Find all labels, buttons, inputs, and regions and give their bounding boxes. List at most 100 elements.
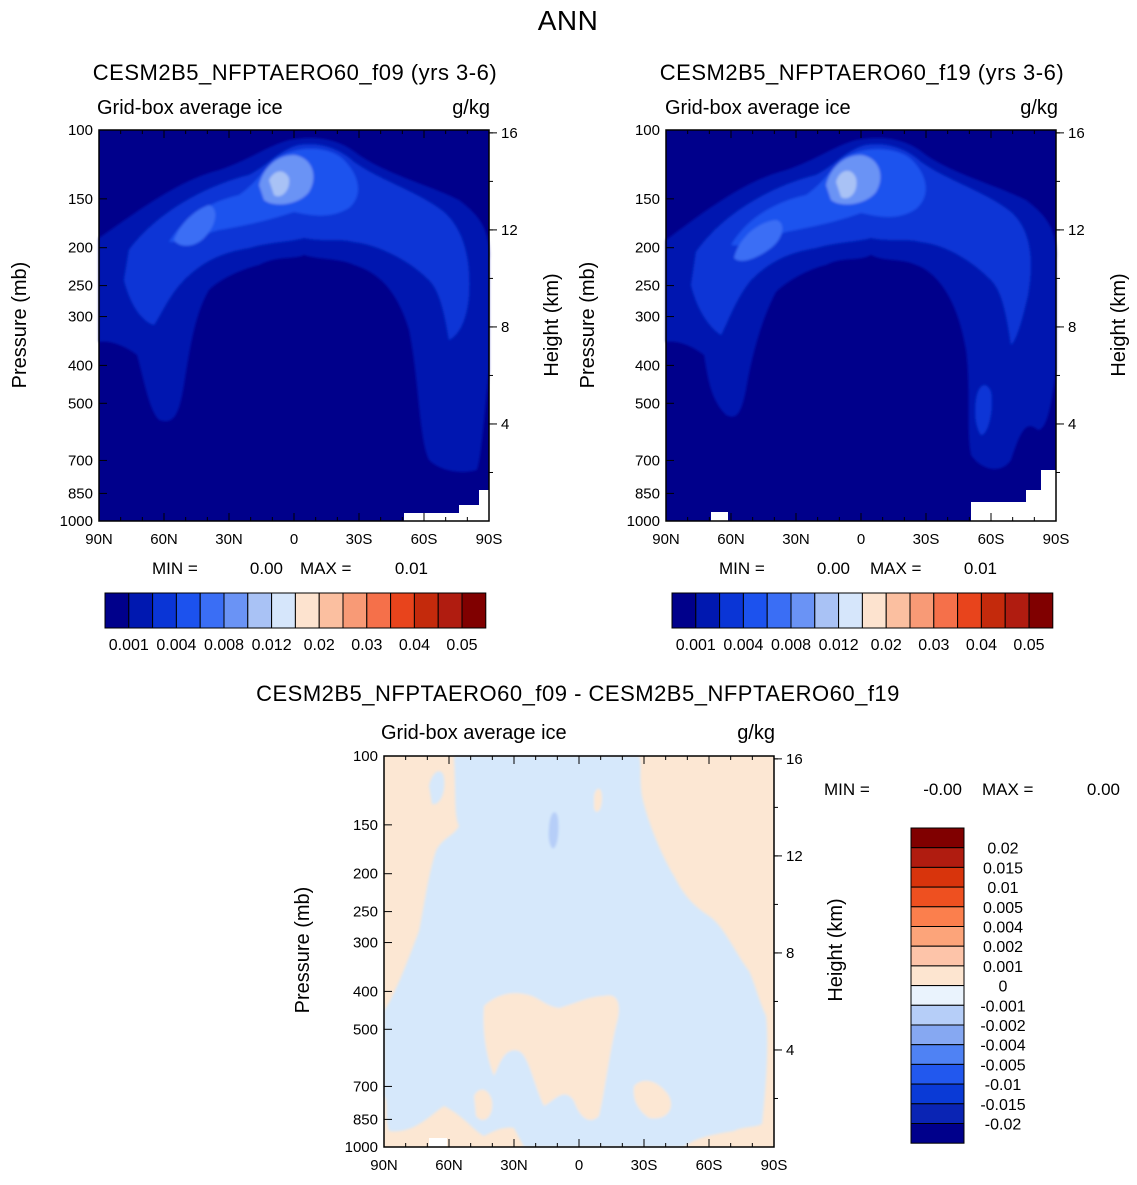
panel-diff-pos-blob-1	[594, 788, 602, 812]
panel-diff-pos-blob-3	[474, 1089, 493, 1121]
panel-f09-colorbar-box	[247, 592, 273, 629]
panel-f09-contour-2	[124, 144, 470, 340]
panel-f19-colorbar-box	[719, 592, 744, 629]
panel-diff-xtick-label: 0	[575, 1157, 583, 1174]
panel-diff-pos-blob-2	[483, 993, 619, 1121]
panel-diff-colorbar-box	[910, 926, 965, 947]
panel-f19-htick-label: 16	[1068, 125, 1085, 142]
panel-f19-contour-2b	[975, 385, 992, 435]
panel-f09-contour-6	[269, 171, 290, 197]
panel-diff-colorbar-box	[910, 1123, 965, 1144]
panel-f09-ptick-label: 150	[68, 191, 93, 208]
panel-f19-colorbar-box	[671, 592, 697, 629]
panel-f09-colorbar-box	[366, 592, 392, 629]
panel-f19-ptick-label: 500	[635, 395, 660, 412]
panel-f19-xtick-label: 60S	[978, 531, 1005, 548]
panel-f19-colorbar-label: 0.04	[966, 637, 997, 654]
panel-diff-htick-label: 12	[786, 848, 803, 865]
panel-f19-xtick-label: 60N	[717, 531, 745, 548]
panel-f19-ptick-label: 150	[635, 191, 660, 208]
panel-diff-colorbar: 0.02 0.015 0.01 0.005 0.004 0.002 0.001 0 -0.001…	[910, 827, 1026, 1144]
panel-diff-htick-label: 16	[786, 751, 803, 768]
panel-diff-subtitle-right: g/kg	[737, 722, 775, 744]
panel-diff-colorbar-label: -0.02	[985, 1117, 1022, 1134]
panel-f19-contour-2	[691, 144, 1031, 345]
panel-f09-colorbar-box	[104, 592, 130, 629]
panel-diff-htick-label: 8	[786, 945, 794, 962]
panel-diff-colorbar-box	[910, 1024, 965, 1046]
panel-f19-ptick-label: 700	[635, 452, 660, 469]
panel-diff: CESM2B5_NFPTAERO60_f09 - CESM2B5_NFPTAER…	[256, 681, 1120, 1174]
panel-diff-plot	[383, 755, 782, 1148]
panel-f09-colorbar-box	[128, 592, 154, 629]
panel-diff-colorbar-label: -0.001	[980, 998, 1025, 1015]
panel-diff-colorbar-label: 0.02	[987, 841, 1018, 858]
panel-diff-colorbar-box	[910, 965, 965, 987]
panel-diff-xtick-label: 30S	[631, 1157, 658, 1174]
panel-f09-ptick-label: 850	[68, 485, 93, 502]
panel-diff-colorbar-label: 0.002	[983, 939, 1023, 956]
panel-diff-ptick-label: 300	[353, 935, 378, 952]
panel-f09-min-value: 0.00	[250, 559, 283, 578]
panel-f09-ptick-label: 700	[68, 452, 93, 469]
panel-f09-ptick-label: 100	[68, 122, 93, 139]
panel-f09-subtitle-right: g/kg	[452, 97, 490, 119]
panel-diff-colorbar-box	[910, 945, 965, 967]
panel-f19-ptick-label: 400	[635, 357, 660, 374]
panel-f09-xtick-label: 0	[290, 531, 298, 548]
panel-f19-title: CESM2B5_NFPTAERO60_f19 (yrs 3-6)	[660, 60, 1064, 85]
panel-f09-title: CESM2B5_NFPTAERO60_f09 (yrs 3-6)	[93, 60, 497, 85]
panel-diff-colorbar-label: 0.015	[983, 860, 1023, 877]
panel-f19-colorbar-label: 0.004	[723, 637, 763, 654]
panel-f19-contour-4	[734, 220, 783, 261]
panel-f19-xtick-label: 30N	[782, 531, 810, 548]
panel-f19-colorbar-box	[957, 592, 982, 629]
panel-f19-y2label: Height (km)	[1108, 273, 1130, 376]
panel-f19-ptick-label: 1000	[627, 513, 660, 530]
panel-f09-xtick-label: 30S	[346, 531, 373, 548]
panel-f09-ylabel: Pressure (mb)	[9, 262, 31, 389]
panel-f19-min-value: 0.00	[817, 559, 850, 578]
panel-f19-colorbar-box	[742, 592, 768, 629]
panel-f09-colorbar: 0.001 0.004 0.008 0.012 0.02 0.03 0.04 0.05	[104, 592, 487, 654]
panel-f19-colorbar-label: 0.02	[871, 637, 902, 654]
panel-f19-colorbar-box	[814, 592, 840, 629]
panel-diff-colorbar-box	[910, 847, 965, 868]
panel-f19-max-value: 0.01	[964, 559, 997, 578]
panel-diff-colorbar-label: 0.005	[983, 900, 1023, 917]
panel-f09-colorbar-label: 0.001	[109, 637, 149, 654]
panel-f19: CESM2B5_NFPTAERO60_f19 (yrs 3-6) Grid-bo…	[577, 60, 1130, 654]
panel-diff-xtick-label: 90N	[370, 1157, 398, 1174]
panel-diff-min-value: -0.00	[923, 780, 962, 799]
panel-f09-y2label: Height (km)	[541, 273, 563, 376]
panel-f19-htick-label: 8	[1068, 319, 1076, 336]
panel-diff-neg-blob-1	[429, 771, 445, 805]
panel-f09-colorbar-box	[199, 592, 225, 629]
panel-f19-colorbar-box	[885, 592, 911, 629]
panel-diff-ylabel: Pressure (mb)	[292, 887, 314, 1014]
panel-diff-colorbar-box	[910, 827, 965, 849]
panel-f09-contour-4	[174, 205, 216, 246]
panel-f19-colorbar: 0.001 0.004 0.008 0.012 0.02 0.03 0.04 0.05	[671, 592, 1054, 654]
panel-f09-max-label: MAX =	[300, 559, 352, 578]
panel-diff-htick-label: 4	[786, 1042, 794, 1059]
panel-f19-xtick-label: 90S	[1043, 531, 1070, 548]
figure-title: ANN	[538, 5, 599, 36]
panel-diff-missing	[429, 1138, 447, 1147]
panel-diff-colorbar-label: -0.005	[980, 1057, 1025, 1074]
panel-f19-colorbar-box	[838, 592, 863, 629]
panel-f09-htick-label: 4	[501, 416, 509, 433]
panel-f09-colorbar-label: 0.004	[156, 637, 196, 654]
panel-diff-ptick-label: 100	[353, 748, 378, 765]
panel-diff-subtitle-left: Grid-box average ice	[381, 722, 567, 744]
panel-f09-colorbar-box	[175, 592, 201, 629]
panel-f19-ylabel: Pressure (mb)	[577, 262, 599, 389]
panel-f09-colorbar-label: 0.05	[446, 637, 477, 654]
panel-f19-subtitle-right: g/kg	[1020, 97, 1058, 119]
panel-diff-xtick-label: 60N	[435, 1157, 463, 1174]
panel-f09-ptick-label: 200	[68, 240, 93, 257]
panel-f09-colorbar-box	[294, 592, 320, 629]
panel-f19-colorbar-label: 0.05	[1013, 637, 1044, 654]
panel-f09-colorbar-label: 0.012	[252, 637, 292, 654]
